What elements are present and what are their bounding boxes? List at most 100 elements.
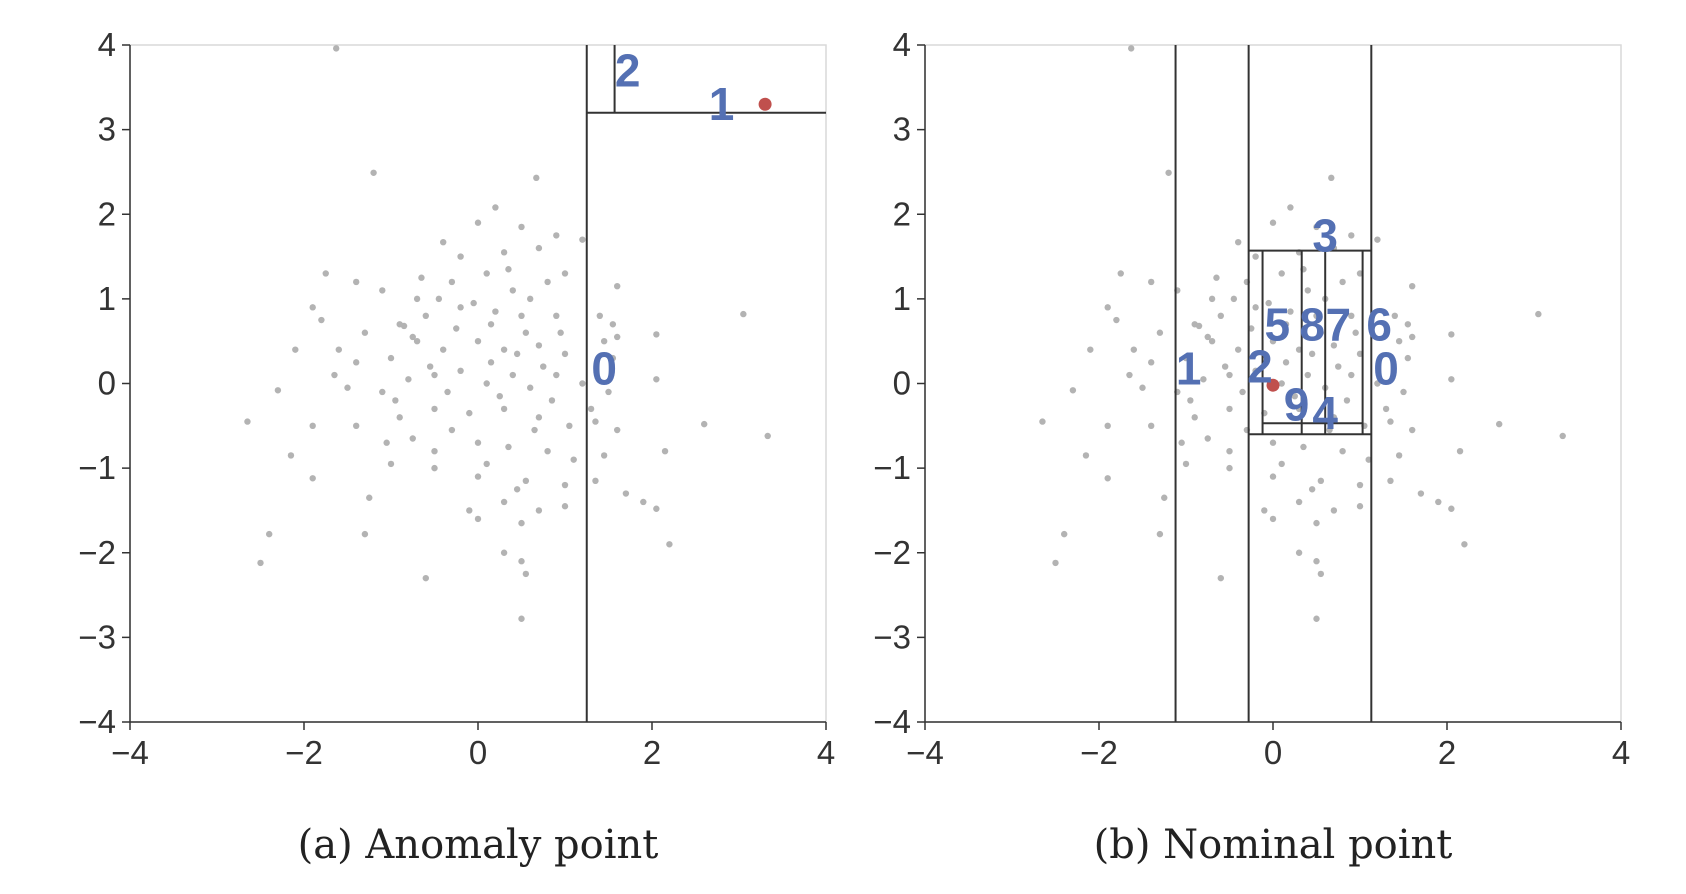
data-point	[540, 363, 547, 370]
data-point	[400, 322, 408, 330]
data-point	[609, 321, 617, 328]
data-point	[535, 507, 543, 514]
data-point	[1269, 515, 1277, 523]
data-point	[387, 354, 395, 362]
data-point	[361, 329, 369, 336]
data-point	[1104, 475, 1111, 482]
data-point	[1187, 397, 1194, 404]
data-point	[1287, 308, 1294, 315]
data-point	[1328, 174, 1335, 182]
data-point	[1208, 337, 1216, 345]
data-point	[1330, 507, 1338, 514]
data-point	[1278, 460, 1285, 468]
data-point	[1230, 295, 1238, 303]
data-point	[740, 310, 747, 318]
data-point	[640, 498, 647, 506]
data-point	[509, 371, 516, 379]
data-point	[500, 549, 508, 556]
data-point	[1139, 384, 1146, 391]
data-point	[1221, 363, 1229, 370]
data-point	[1082, 452, 1090, 459]
data-point	[1182, 460, 1190, 468]
data-point	[1304, 287, 1312, 294]
data-point	[653, 331, 660, 338]
data-point	[553, 232, 560, 239]
split-order-label: 2	[615, 44, 641, 96]
data-point	[1195, 322, 1203, 330]
data-point	[1300, 443, 1307, 451]
data-point	[335, 346, 342, 353]
data-point	[413, 295, 421, 303]
data-point	[1208, 295, 1216, 303]
data-point	[379, 388, 386, 396]
data-point	[1161, 494, 1168, 501]
data-point	[1339, 278, 1346, 286]
data-point	[1448, 505, 1455, 512]
data-point	[1535, 310, 1542, 318]
data-point	[1182, 354, 1190, 362]
data-point	[361, 530, 369, 538]
data-point	[653, 376, 660, 383]
data-point	[527, 295, 534, 303]
data-point	[518, 519, 525, 527]
data-point	[474, 515, 482, 523]
data-point	[596, 312, 603, 319]
data-point	[1308, 486, 1316, 493]
data-point	[1348, 312, 1355, 319]
panel-anomaly: −4 −3 −2 −1 0 1 2 3 4 −4 −2 0 2 4 0 1 2 (a) Anomaly point	[78, 26, 835, 868]
data-point	[661, 448, 669, 455]
data-point	[666, 541, 673, 548]
data-point	[1330, 342, 1338, 349]
data-point	[553, 312, 560, 319]
data-point	[444, 388, 451, 396]
data-point	[413, 337, 421, 345]
data-point	[1156, 329, 1164, 336]
data-point	[1313, 519, 1320, 527]
data-point	[1313, 615, 1320, 622]
data-point	[1217, 312, 1225, 319]
y-tick-label: 3	[893, 111, 911, 148]
split-order-label: 8	[1299, 298, 1325, 350]
data-point	[614, 426, 621, 434]
data-point	[500, 346, 508, 353]
data-point	[492, 204, 499, 211]
data-point	[1235, 346, 1242, 353]
data-point	[1374, 236, 1381, 243]
data-point	[522, 477, 530, 485]
data-point	[1252, 367, 1259, 375]
data-point	[1461, 541, 1468, 548]
data-point	[1356, 481, 1364, 489]
data-point	[1235, 238, 1242, 246]
data-point	[309, 422, 316, 430]
data-point	[1282, 321, 1290, 328]
data-point	[1348, 232, 1355, 239]
data-point	[533, 174, 540, 182]
data-point	[505, 443, 512, 451]
data-point	[474, 219, 482, 226]
data-point	[1269, 337, 1277, 345]
split-order-label: 0	[1373, 342, 1399, 394]
y-tick-label: 1	[98, 280, 116, 317]
data-point	[592, 477, 599, 485]
split-order-label: 4	[1312, 387, 1338, 439]
data-point	[544, 278, 551, 286]
y-tick-label: −2	[78, 534, 116, 571]
data-point	[509, 287, 516, 294]
data-point	[1448, 376, 1455, 383]
data-point	[518, 615, 525, 622]
data-point	[1287, 204, 1294, 211]
data-point	[579, 380, 586, 387]
data-point	[1391, 312, 1399, 319]
data-point	[1417, 490, 1425, 497]
data-point	[1261, 507, 1268, 514]
data-point	[440, 238, 447, 246]
data-point	[500, 498, 508, 506]
data-point	[1252, 304, 1259, 311]
data-point	[1148, 422, 1155, 430]
data-point	[474, 337, 482, 345]
y-tick-label: 0	[98, 365, 116, 402]
data-point	[522, 329, 530, 336]
split-order-label: 6	[1366, 298, 1392, 350]
data-point	[435, 295, 443, 303]
